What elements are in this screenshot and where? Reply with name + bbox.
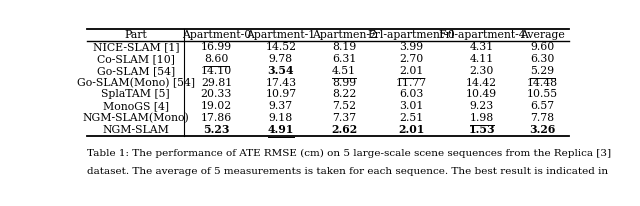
Text: Apartment-0: Apartment-0 (182, 30, 251, 40)
Text: 5.23: 5.23 (203, 124, 230, 135)
Text: 14.48: 14.48 (527, 78, 558, 88)
Text: 8.22: 8.22 (332, 89, 356, 99)
Text: SplaTAM [5]: SplaTAM [5] (102, 89, 170, 99)
Text: 10.97: 10.97 (266, 89, 296, 99)
Text: Part: Part (124, 30, 147, 40)
Text: Frl-apartment-0: Frl-apartment-0 (367, 30, 455, 40)
Text: Go-SLAM [54]: Go-SLAM [54] (97, 66, 175, 76)
Text: 16.99: 16.99 (201, 42, 232, 52)
Text: 3.54: 3.54 (268, 65, 294, 76)
Text: Average: Average (520, 30, 565, 40)
Text: 1.53: 1.53 (468, 124, 495, 135)
Text: 7.37: 7.37 (332, 113, 356, 123)
Text: 1.98: 1.98 (470, 113, 494, 123)
Text: 9.78: 9.78 (269, 54, 293, 64)
Text: 7.78: 7.78 (531, 113, 555, 123)
Text: 19.02: 19.02 (201, 101, 232, 111)
Text: 2.70: 2.70 (399, 54, 423, 64)
Text: 4.11: 4.11 (470, 54, 494, 64)
Text: 6.03: 6.03 (399, 89, 423, 99)
Text: 7.52: 7.52 (332, 101, 356, 111)
Text: Co-SLAM [10]: Co-SLAM [10] (97, 54, 175, 64)
Text: 2.51: 2.51 (399, 113, 423, 123)
Text: 8.99: 8.99 (332, 78, 356, 88)
Text: 3.26: 3.26 (529, 124, 556, 135)
Text: 9.37: 9.37 (269, 101, 293, 111)
Text: NICE-SLAM [1]: NICE-SLAM [1] (93, 42, 179, 52)
Text: 14.42: 14.42 (466, 78, 497, 88)
Text: 6.57: 6.57 (531, 101, 555, 111)
Text: Apartment-1: Apartment-1 (246, 30, 316, 40)
Text: 8.19: 8.19 (332, 42, 356, 52)
Text: 29.81: 29.81 (201, 78, 232, 88)
Text: 2.62: 2.62 (331, 124, 357, 135)
Text: 17.43: 17.43 (266, 78, 296, 88)
Text: 10.55: 10.55 (527, 89, 558, 99)
Text: Go-SLAM(Mono) [54]: Go-SLAM(Mono) [54] (77, 77, 195, 88)
Text: 5.29: 5.29 (531, 66, 555, 76)
Text: 14.52: 14.52 (266, 42, 296, 52)
Text: NGM-SLAM: NGM-SLAM (102, 125, 169, 135)
Text: 4.51: 4.51 (332, 66, 356, 76)
Text: 8.60: 8.60 (204, 54, 228, 64)
Text: 3.01: 3.01 (399, 101, 423, 111)
Text: 6.30: 6.30 (531, 54, 555, 64)
Text: 9.60: 9.60 (531, 42, 555, 52)
Text: 10.49: 10.49 (466, 89, 497, 99)
Text: Frl-apartment-4: Frl-apartment-4 (438, 30, 525, 40)
Text: 2.01: 2.01 (399, 66, 423, 76)
Text: 3.99: 3.99 (399, 42, 423, 52)
Text: MonoGS [4]: MonoGS [4] (103, 101, 169, 111)
Text: 14.10: 14.10 (201, 66, 232, 76)
Text: 17.86: 17.86 (201, 113, 232, 123)
Text: Table 1: The performance of ATE RMSE (cm) on 5 large-scale scene sequences from : Table 1: The performance of ATE RMSE (cm… (88, 149, 612, 158)
Text: 4.91: 4.91 (268, 124, 294, 135)
Text: 2.01: 2.01 (398, 124, 424, 135)
Text: 4.31: 4.31 (470, 42, 494, 52)
Text: 2.30: 2.30 (470, 66, 494, 76)
Text: Apartmen-2: Apartmen-2 (312, 30, 376, 40)
Text: 9.18: 9.18 (269, 113, 293, 123)
Text: 9.23: 9.23 (470, 101, 494, 111)
Text: 20.33: 20.33 (201, 89, 232, 99)
Text: 6.31: 6.31 (332, 54, 356, 64)
Text: NGM-SLAM(Mono): NGM-SLAM(Mono) (83, 113, 189, 123)
Text: 11.77: 11.77 (396, 78, 427, 88)
Text: dataset. The average of 5 measurements is taken for each sequence. The best resu: dataset. The average of 5 measurements i… (88, 167, 609, 177)
